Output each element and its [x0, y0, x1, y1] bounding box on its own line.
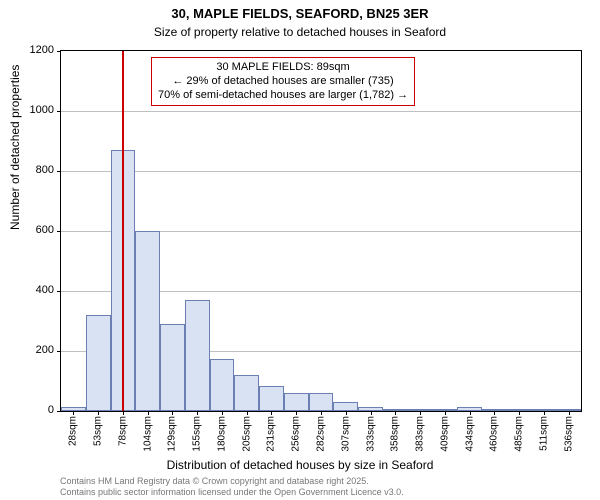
- ytick-label: 0: [14, 404, 54, 416]
- histogram-bar: [234, 375, 259, 411]
- ytick-label: 1200: [14, 44, 54, 56]
- xtick-label: 409sqm: [439, 416, 450, 452]
- reference-line: [122, 51, 124, 411]
- ytick-mark: [57, 411, 61, 412]
- xtick-mark: [296, 411, 297, 415]
- ytick-mark: [57, 351, 61, 352]
- xtick-mark: [544, 411, 545, 415]
- chart-subtitle: Size of property relative to detached ho…: [0, 23, 600, 39]
- xtick-mark: [222, 411, 223, 415]
- annotation-line: 30 MAPLE FIELDS: 89sqm: [158, 61, 408, 75]
- xtick-label: 28sqm: [68, 416, 79, 446]
- xtick-label: 333sqm: [365, 416, 376, 452]
- ytick-label: 1000: [14, 104, 54, 116]
- xtick-label: 282sqm: [316, 416, 327, 452]
- histogram-bar: [160, 324, 185, 411]
- xtick-mark: [172, 411, 173, 415]
- xtick-label: 434sqm: [464, 416, 475, 452]
- footer-line-1: Contains HM Land Registry data © Crown c…: [60, 476, 404, 487]
- xtick-label: 256sqm: [291, 416, 302, 452]
- histogram-bar: [210, 359, 235, 412]
- xtick-mark: [420, 411, 421, 415]
- xtick-mark: [271, 411, 272, 415]
- x-axis-label: Distribution of detached houses by size …: [0, 458, 600, 472]
- gridline: [61, 171, 581, 172]
- ytick-mark: [57, 51, 61, 52]
- xtick-mark: [470, 411, 471, 415]
- histogram-bar: [333, 402, 358, 411]
- ytick-label: 600: [14, 224, 54, 236]
- plot-area: 28sqm53sqm78sqm104sqm129sqm155sqm180sqm2…: [60, 50, 582, 412]
- xtick-label: 485sqm: [514, 416, 525, 452]
- xtick-mark: [346, 411, 347, 415]
- annotation-line: 70% of semi-detached houses are larger (…: [158, 89, 408, 103]
- xtick-mark: [148, 411, 149, 415]
- xtick-label: 155sqm: [192, 416, 203, 452]
- xtick-mark: [197, 411, 198, 415]
- histogram-bar: [259, 386, 284, 412]
- xtick-label: 383sqm: [415, 416, 426, 452]
- histogram-bar: [309, 393, 334, 411]
- xtick-mark: [494, 411, 495, 415]
- xtick-label: 460sqm: [489, 416, 500, 452]
- ytick-label: 200: [14, 344, 54, 356]
- ytick-mark: [57, 111, 61, 112]
- ytick-label: 400: [14, 284, 54, 296]
- xtick-label: 78sqm: [117, 416, 128, 446]
- xtick-mark: [519, 411, 520, 415]
- ytick-label: 800: [14, 164, 54, 176]
- xtick-label: 358sqm: [390, 416, 401, 452]
- ytick-mark: [57, 231, 61, 232]
- xtick-label: 180sqm: [216, 416, 227, 452]
- gridline: [61, 111, 581, 112]
- ytick-mark: [57, 291, 61, 292]
- xtick-mark: [123, 411, 124, 415]
- chart-title: 30, MAPLE FIELDS, SEAFORD, BN25 3ER: [0, 0, 600, 23]
- histogram-bar: [86, 315, 111, 411]
- xtick-mark: [321, 411, 322, 415]
- histogram-bar: [135, 231, 160, 411]
- xtick-label: 511sqm: [538, 416, 549, 451]
- xtick-label: 129sqm: [167, 416, 178, 452]
- annotation-line: ← 29% of detached houses are smaller (73…: [158, 75, 408, 89]
- xtick-mark: [395, 411, 396, 415]
- xtick-label: 231sqm: [266, 416, 277, 452]
- xtick-label: 205sqm: [241, 416, 252, 452]
- footer-attribution: Contains HM Land Registry data © Crown c…: [60, 476, 404, 498]
- chart-container: 30, MAPLE FIELDS, SEAFORD, BN25 3ER Size…: [0, 0, 600, 500]
- histogram-bar: [284, 393, 309, 411]
- footer-line-2: Contains public sector information licen…: [60, 487, 404, 498]
- xtick-mark: [371, 411, 372, 415]
- y-axis-label: Number of detached properties: [8, 65, 22, 230]
- xtick-mark: [98, 411, 99, 415]
- xtick-mark: [445, 411, 446, 415]
- xtick-label: 104sqm: [142, 416, 153, 452]
- ytick-mark: [57, 171, 61, 172]
- annotation-box: 30 MAPLE FIELDS: 89sqm← 29% of detached …: [151, 57, 415, 106]
- xtick-mark: [73, 411, 74, 415]
- xtick-label: 53sqm: [93, 416, 104, 446]
- xtick-mark: [247, 411, 248, 415]
- xtick-label: 536sqm: [563, 416, 574, 452]
- histogram-bar: [185, 300, 210, 411]
- xtick-mark: [569, 411, 570, 415]
- xtick-label: 307sqm: [340, 416, 351, 452]
